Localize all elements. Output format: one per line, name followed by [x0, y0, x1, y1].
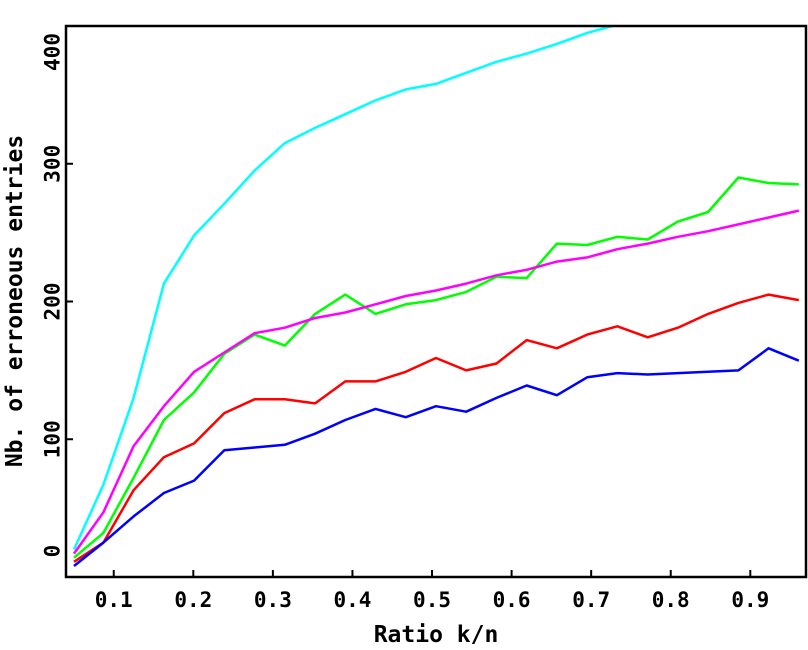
series-line-5 [73, 347, 800, 567]
plot-frame [64, 24, 808, 579]
series-line-3 [72, 209, 800, 555]
tick-layer: 0.1 0.2 0.3 0.4 0.5 0.6 0.7 0.8 0.9 0 100 200 300 400 [40, 25, 769, 612]
x-tick-label: 0.2 [174, 588, 212, 612]
y-tick-label: 100 [40, 420, 64, 458]
y-tick-label: 200 [40, 283, 64, 321]
y-tick-label: 400 [40, 33, 64, 71]
series-line-2 [73, 176, 799, 559]
x-tick-label: 0.3 [254, 588, 292, 612]
y-tick-label: 300 [40, 145, 64, 183]
x-tick-label: 0.4 [333, 588, 371, 612]
x-tick-label: 0.9 [731, 588, 769, 612]
series-line-1 [72, 26, 618, 551]
y-axis-title: Nb. of erroneous entries [2, 135, 28, 467]
x-tick-label: 0.6 [493, 588, 531, 612]
x-tick-label: 0.7 [572, 588, 610, 612]
series-line-4 [73, 293, 800, 563]
x-tick-label: 0.8 [652, 588, 690, 612]
series-layer [72, 26, 800, 567]
x-tick-label: 0.5 [413, 588, 451, 612]
x-axis-title: Ratio k/n [374, 622, 499, 648]
x-tick-label: 0.1 [95, 588, 133, 612]
y-tick-label: 0 [40, 545, 64, 558]
